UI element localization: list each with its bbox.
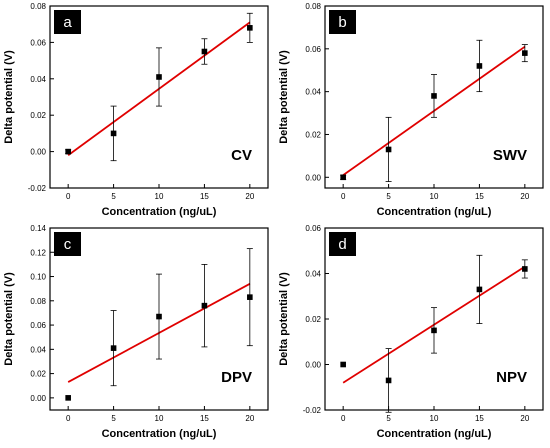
y-tick-label: 0.04 [30,75,46,84]
x-tick-label: 15 [475,414,484,423]
panel-badge [54,10,81,34]
y-tick-label: 0.10 [30,273,46,282]
x-tick-label: 0 [66,192,71,201]
method-label: CV [231,147,252,164]
y-tick-label: 0.00 [30,394,46,403]
y-tick-label: 0.06 [305,45,321,54]
y-tick-label: -0.02 [303,406,322,415]
panel-badge-label: a [63,14,72,31]
y-tick-label: 0.02 [305,130,321,139]
x-tick-label: 0 [66,414,71,423]
x-tick-label: 10 [430,414,439,423]
x-tick-label: 20 [245,192,254,201]
x-tick-label: 15 [475,192,484,201]
panel-badge-label: c [64,236,72,253]
data-point [110,130,117,137]
y-axis-title: Delta potential (V) [278,50,290,144]
x-tick-label: 15 [200,192,209,201]
x-tick-label: 0 [341,192,346,201]
data-point [201,302,208,309]
y-tick-label: 0.00 [305,173,321,182]
y-axis-title: Delta potential (V) [3,272,15,366]
y-tick-label: 0.12 [30,248,46,257]
data-point [476,286,483,293]
data-point [522,50,528,56]
y-tick-label: 0.08 [305,2,321,11]
x-tick-label: 10 [155,414,164,423]
y-tick-label: 0.06 [305,224,321,233]
y-tick-label: 0.04 [30,345,46,354]
y-axis-title: Delta potential (V) [3,50,15,144]
x-tick-label: 5 [386,192,391,201]
x-tick-label: 5 [111,414,116,423]
panel-badge-label: b [338,14,346,31]
x-axis-title: Concentration (ng/uL) [377,428,492,440]
x-tick-label: 0 [341,414,346,423]
x-tick-label: 20 [520,414,529,423]
data-point [247,25,253,31]
chart-panel-c: 0 5 10 15 20 0.00 0.02 0.04 0.06 0.08 0.10 0.12 0.14… [3,224,269,440]
chart-panel-d: 0 5 10 15 20 -0.02 0.00 0.02 0.04 0.06 Concentrati… [278,224,544,440]
y-tick-label: 0.04 [305,88,321,97]
method-label: DPV [221,369,252,386]
data-point [385,146,392,153]
panel-badge [329,10,356,34]
data-point [385,377,392,384]
y-axis-title: Delta potential (V) [278,272,290,366]
data-point [340,361,346,368]
y-tick-label: 0.02 [30,370,46,379]
x-tick-label: 20 [245,414,254,423]
x-axis-title: Concentration (ng/uL) [377,206,492,218]
y-tick-label: 0.04 [305,270,321,279]
chart-panel-b: 0 5 10 15 20 0.00 0.02 0.04 0.06 0.08 Concentratio… [278,2,544,218]
data-point [156,313,162,320]
data-point [110,345,117,351]
data-point [65,395,71,401]
data-point [476,63,483,69]
y-tick-label: -0.02 [28,184,47,193]
y-tick-label: 0.00 [305,361,321,370]
x-tick-label: 10 [155,192,164,201]
y-tick-label: 0.14 [30,224,46,233]
x-tick-label: 20 [520,192,529,201]
y-tick-label: 0.02 [30,111,46,120]
data-point [522,266,528,272]
method-label: NPV [496,369,527,386]
data-point [65,148,71,155]
data-point [431,93,437,99]
y-tick-label: 0.06 [30,38,46,47]
y-tick-label: 0.08 [30,2,46,11]
chart-panel-a: 0 5 10 15 20 -0.02 0.00 0.02 0.04 0.06 0.08 Concent… [3,2,269,218]
data-point [431,327,437,334]
y-tick-label: 0.00 [30,148,46,157]
x-tick-label: 15 [200,414,209,423]
panel-badge [329,232,356,256]
x-tick-label: 5 [111,192,116,201]
data-point [201,48,208,55]
panel-badge [54,232,81,256]
panel-badge-label: d [338,236,346,253]
data-point [247,294,253,300]
x-axis-title: Concentration (ng/uL) [102,428,217,440]
x-tick-label: 5 [386,414,391,423]
x-tick-label: 10 [430,192,439,201]
data-point [340,174,346,181]
data-point [156,74,162,80]
method-label: SWV [493,147,527,164]
x-axis-title: Concentration (ng/uL) [102,206,217,218]
y-tick-label: 0.08 [30,297,46,306]
y-tick-label: 0.02 [305,315,321,324]
y-tick-label: 0.06 [30,321,46,330]
